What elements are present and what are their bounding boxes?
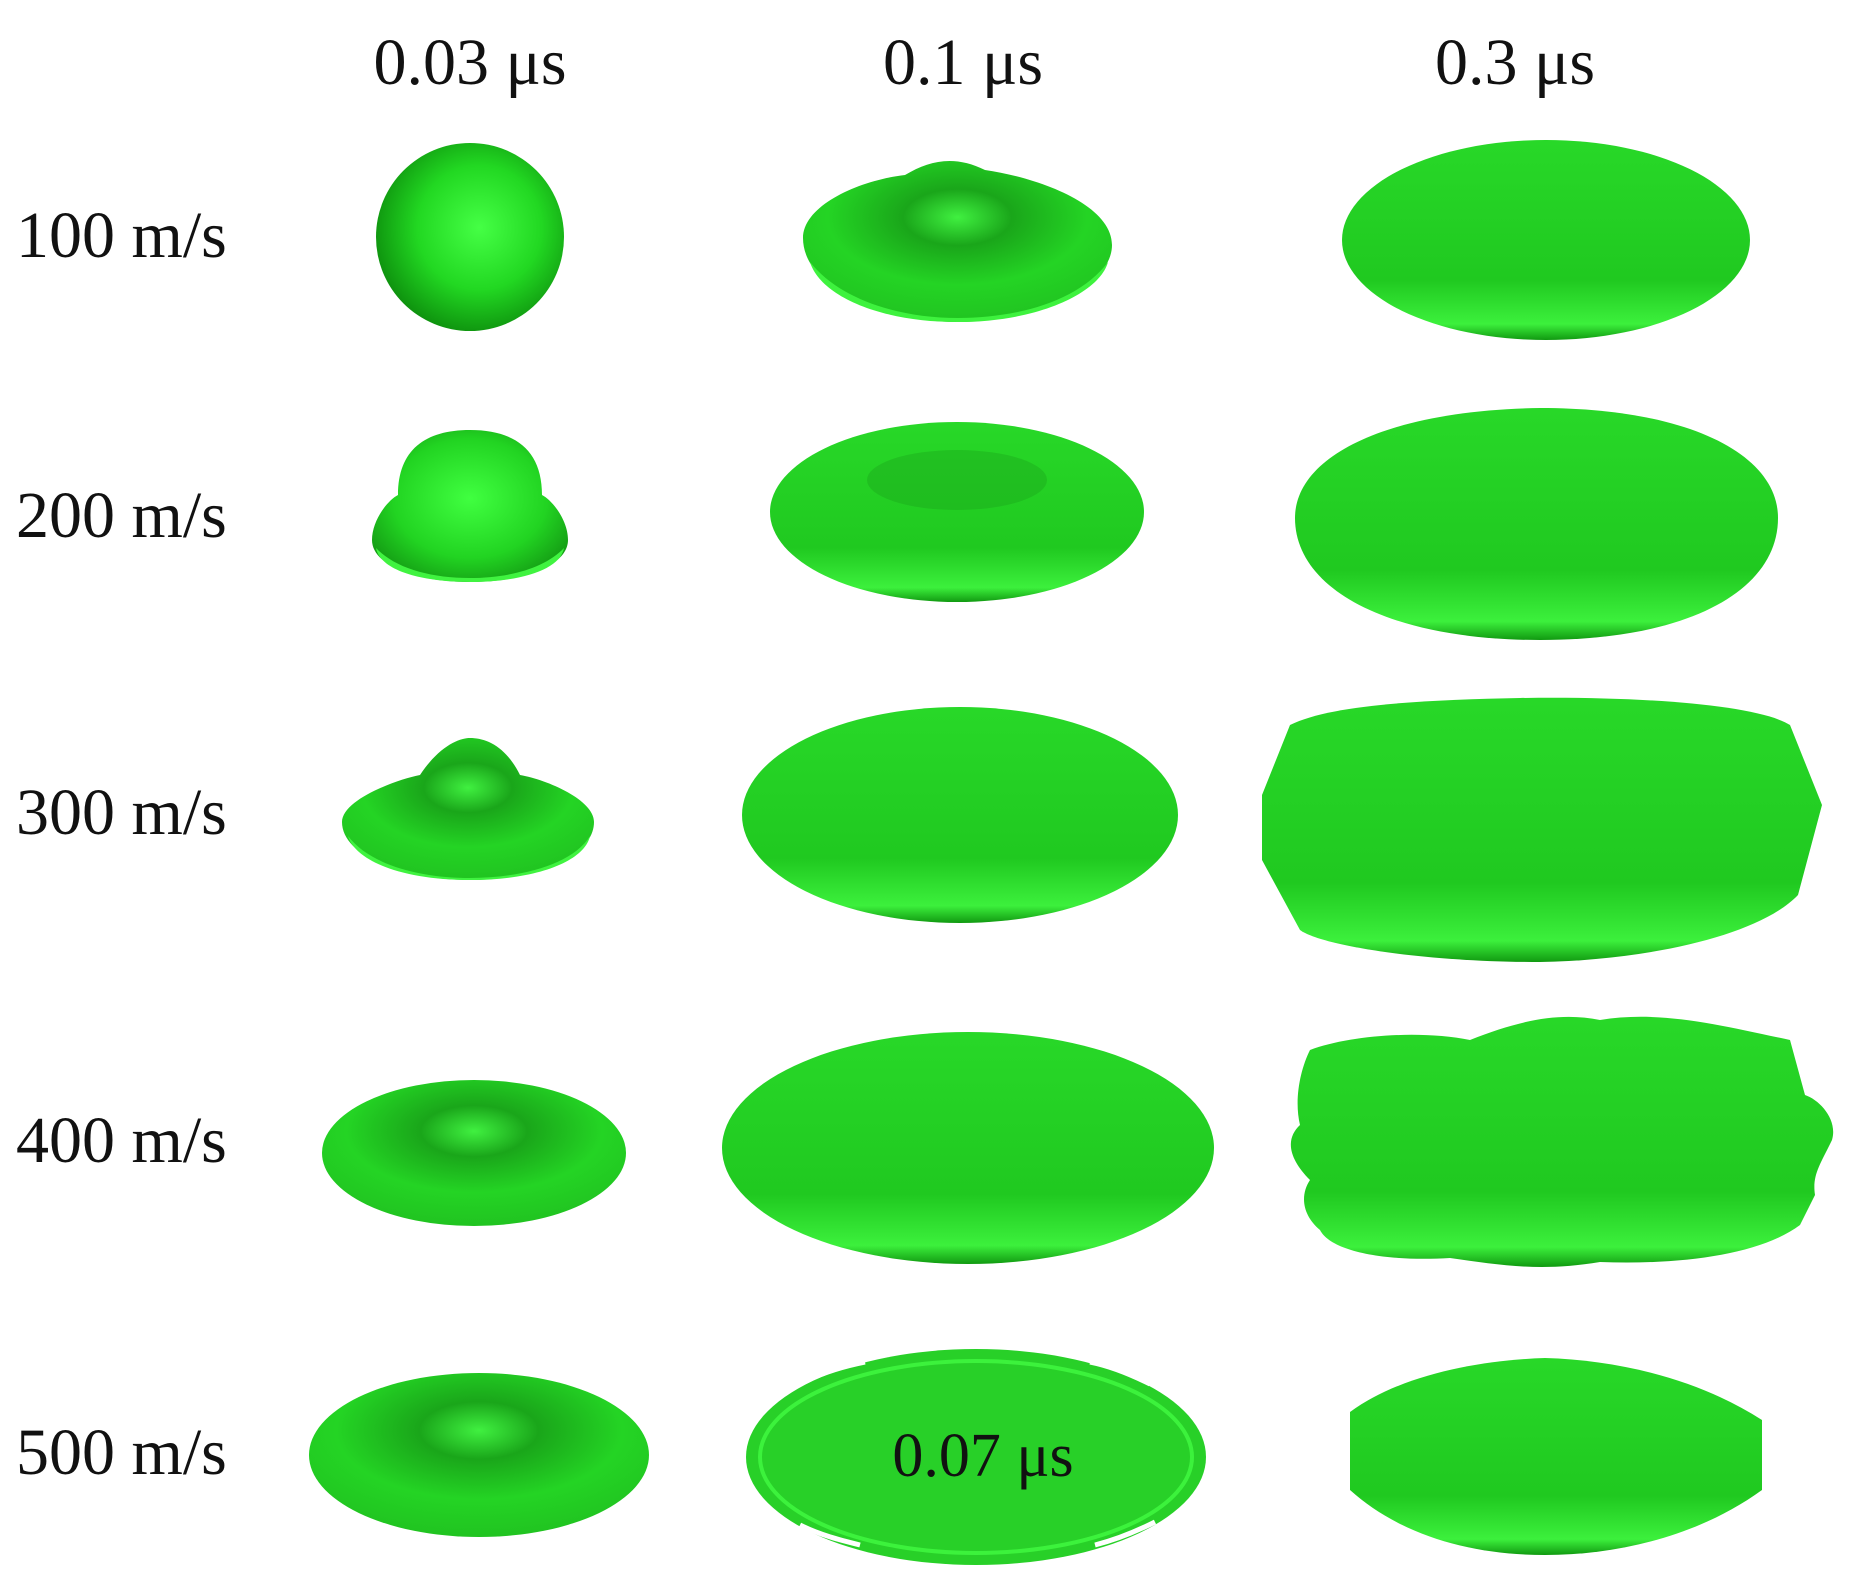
droplet-500ms-0-03us	[309, 1373, 649, 1537]
droplet-400ms-0-03us	[322, 1080, 626, 1226]
droplet-100ms-0-03us	[376, 143, 564, 331]
column-label-0-1us: 0.1 μs	[882, 26, 1044, 99]
droplet-200ms-0-1us	[770, 422, 1144, 602]
droplet-400ms-0-1us	[722, 1032, 1214, 1264]
droplet-100ms-0-3us	[1342, 140, 1750, 340]
droplet-500ms-0-3us	[1350, 1358, 1762, 1555]
inset-time-label: 0.07 μs	[892, 1422, 1074, 1490]
droplet-300ms-0-1us	[742, 707, 1178, 923]
droplet-400ms-0-3us	[1290, 1016, 1834, 1267]
droplet-300ms-0-03us	[342, 738, 594, 880]
droplet-200ms-0-3us	[1295, 408, 1778, 640]
row-label-300ms: 300 m/s	[16, 776, 227, 849]
droplet-300ms-0-3us	[1262, 697, 1822, 962]
column-label-0-3us: 0.3 μs	[1434, 26, 1596, 99]
droplet-200ms-0-03us	[372, 430, 568, 582]
droplet-500ms-0-07us	[746, 1349, 1206, 1565]
row-label-100ms: 100 m/s	[16, 199, 227, 272]
column-label-0-03us: 0.03 μs	[373, 26, 567, 99]
row-label-400ms: 400 m/s	[16, 1104, 227, 1177]
row-label-500ms: 500 m/s	[16, 1416, 227, 1489]
row-label-200ms: 200 m/s	[16, 479, 227, 552]
droplet-100ms-0-1us	[803, 160, 1112, 322]
